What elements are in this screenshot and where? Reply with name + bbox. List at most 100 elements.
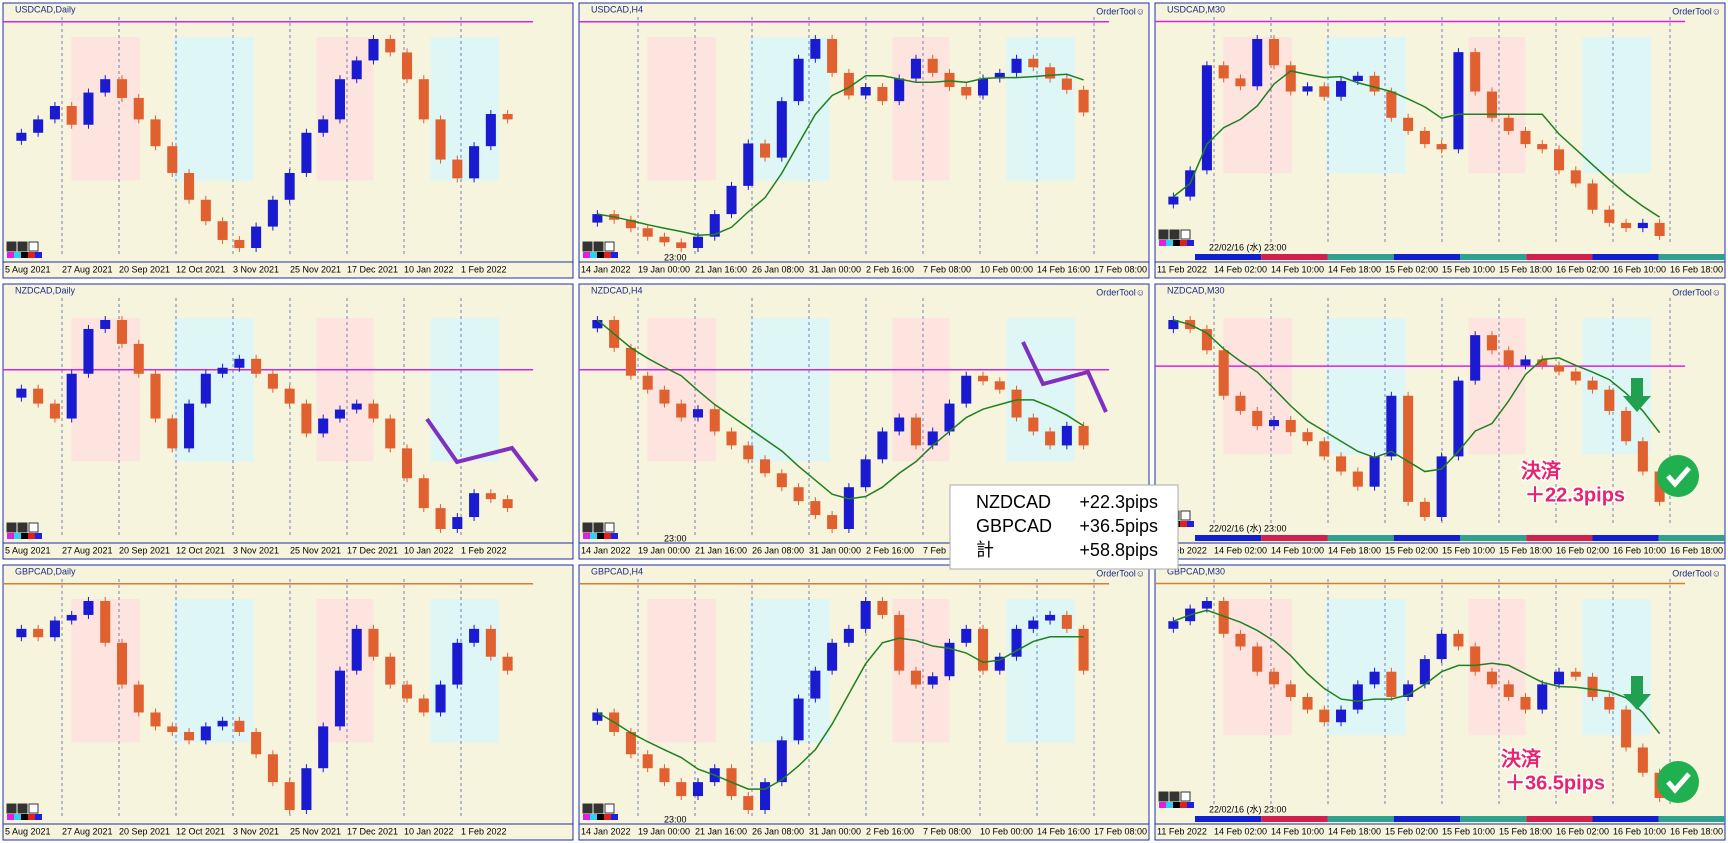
session-strip (1393, 535, 1460, 541)
candle (1252, 646, 1263, 672)
color-swatch (583, 814, 590, 820)
time-label: 10 Jan 2022 (404, 545, 454, 555)
time-label: 2 Feb 16:00 (866, 826, 914, 836)
candle (726, 431, 737, 446)
color-swatch (1180, 240, 1187, 246)
order-tool: OrderTool☺ (1672, 568, 1721, 578)
candle (1045, 614, 1056, 621)
candle (1520, 696, 1531, 710)
time-label: 31 Jan 00:00 (809, 545, 861, 555)
candle (1268, 671, 1280, 685)
time-label: 17 Feb 08:00 (1094, 826, 1147, 836)
panel-title: GBPCAD,Daily (15, 566, 76, 576)
candle (592, 320, 603, 329)
time-label: 15 Feb 02:00 (1385, 545, 1438, 555)
candle (1537, 359, 1548, 366)
candle (502, 114, 513, 120)
time-label: 15 Feb 18:00 (1499, 264, 1552, 274)
pattern-line (1021, 341, 1108, 413)
color-swatch (7, 814, 14, 820)
candle (642, 754, 653, 769)
color-swatch (14, 814, 21, 820)
order-tool: OrderTool☺ (1096, 568, 1145, 578)
candle (116, 320, 128, 344)
session-strip (1460, 535, 1527, 541)
candle (133, 343, 144, 374)
tool-icon (28, 522, 39, 533)
session-strip (1460, 816, 1527, 822)
summary-pair: NZDCAD (976, 492, 1051, 512)
candle (1570, 170, 1581, 184)
candle (1604, 389, 1615, 411)
candle (1419, 659, 1430, 685)
tool-icon (6, 241, 17, 252)
session-strip (1261, 535, 1328, 541)
summary-pips: +58.8pips (1079, 540, 1158, 560)
candle (692, 409, 704, 418)
candle (709, 409, 720, 432)
candle (1470, 52, 1481, 92)
candle (1352, 75, 1363, 82)
candle (267, 373, 278, 389)
candle (217, 367, 228, 374)
summary-pips: +36.5pips (1079, 516, 1158, 536)
candle (1302, 432, 1313, 442)
candle (1045, 431, 1056, 446)
down-arrow (1623, 676, 1651, 710)
candle (776, 740, 787, 783)
pattern-line (425, 417, 539, 483)
time-label: 27 Aug 2021 (62, 264, 113, 274)
candle (994, 656, 1005, 671)
time-label: 21 Jan 16:00 (695, 826, 747, 836)
check-icon (1657, 455, 1699, 497)
candle (16, 628, 27, 638)
candle (743, 796, 754, 810)
candle (385, 418, 396, 449)
color-swatch (1166, 802, 1173, 808)
time-label: 7 Feb 08:00 (923, 264, 971, 274)
candle (1201, 65, 1212, 171)
panel-title: NZDCAD,Daily (15, 285, 76, 295)
time-label: 26 Jan 08:00 (752, 826, 804, 836)
candle (251, 358, 262, 374)
session-strip (1658, 816, 1725, 822)
moving-average (1172, 70, 1661, 218)
panel-title: USDCAD,M30 (1167, 4, 1225, 14)
candle (793, 58, 804, 102)
candle (83, 601, 94, 615)
candle (927, 676, 938, 685)
candle (944, 403, 955, 432)
panel-title: NZDCAD,H4 (591, 285, 643, 295)
time-label: 20 Sep 2021 (119, 264, 170, 274)
candle (1268, 420, 1280, 427)
candle (100, 79, 111, 93)
candle (743, 445, 754, 460)
color-swatch (597, 533, 604, 539)
zone (892, 318, 950, 462)
color-swatch (611, 533, 618, 539)
candle (894, 78, 905, 102)
candle (385, 39, 396, 53)
candle (200, 199, 211, 222)
candle (83, 328, 94, 374)
time-label: 16 Feb 18:00 (1670, 826, 1723, 836)
moving-average (597, 636, 1084, 790)
color-swatch (590, 533, 597, 539)
time-label: 17 Dec 2021 (347, 264, 398, 274)
color-swatch (1173, 802, 1180, 808)
candle (1011, 389, 1022, 418)
candle (1553, 149, 1565, 171)
candle (1654, 471, 1665, 502)
candle (418, 79, 429, 120)
candle (318, 726, 329, 769)
candle (435, 119, 446, 160)
candle (234, 239, 245, 248)
candle (1537, 684, 1548, 710)
candle (452, 642, 463, 685)
color-swatch (1180, 802, 1187, 808)
time-label: 16 Feb 10:00 (1613, 264, 1666, 274)
time-label: 20 Sep 2021 (119, 545, 170, 555)
candle (776, 101, 787, 158)
candle (625, 347, 636, 376)
candle (944, 642, 955, 677)
